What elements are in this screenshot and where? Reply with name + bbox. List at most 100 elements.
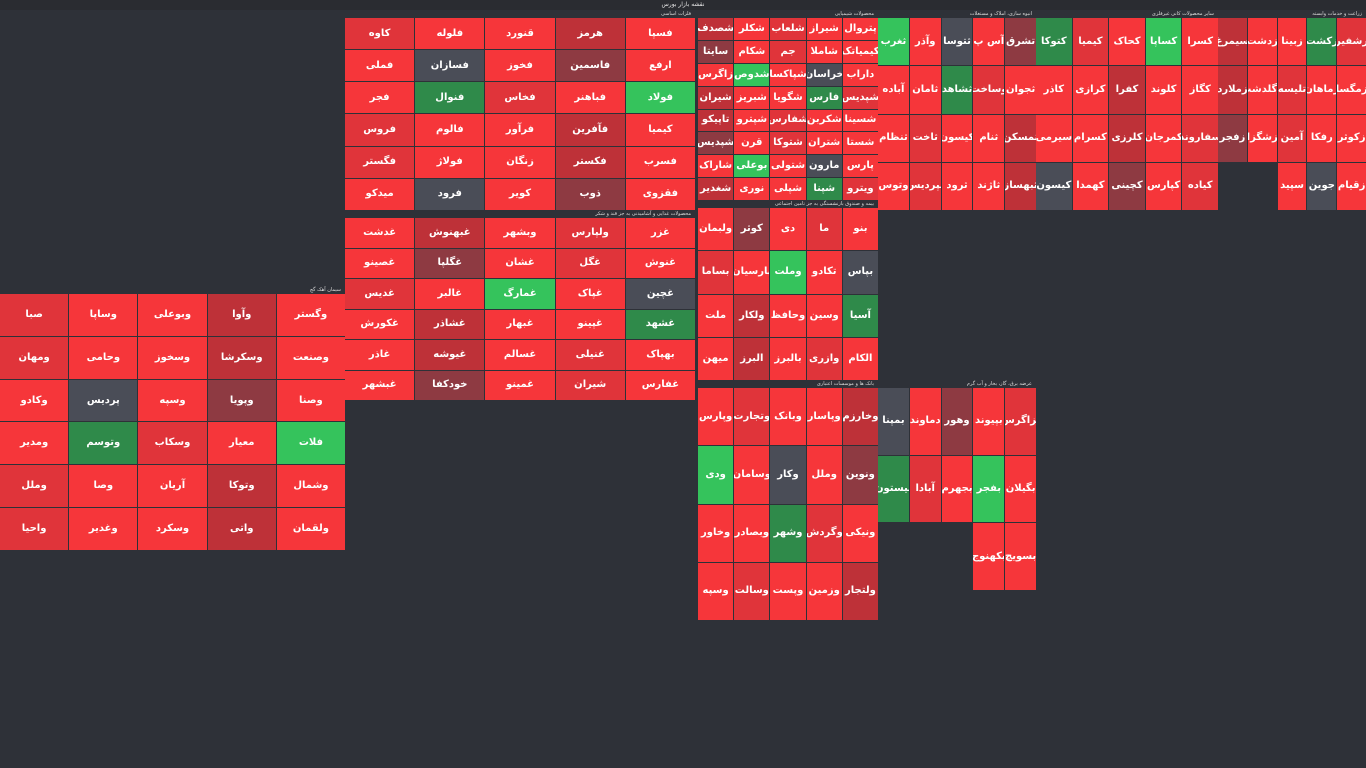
- stock-tile[interactable]: شتران: [806, 132, 842, 155]
- stock-tile[interactable]: سیمرغ: [1218, 18, 1247, 66]
- stock-tile[interactable]: مارون: [806, 155, 842, 178]
- stock-tile[interactable]: کویر: [485, 178, 555, 210]
- stock-tile[interactable]: فباهنر: [555, 82, 625, 114]
- stock-tile[interactable]: کسرا: [1182, 18, 1218, 66]
- stock-tile[interactable]: بگیلان: [1005, 455, 1036, 523]
- stock-tile[interactable]: ذوب: [555, 178, 625, 210]
- stock-tile[interactable]: وسالت: [734, 562, 770, 620]
- stock-tile[interactable]: فسازان: [415, 50, 485, 82]
- stock-tile[interactable]: بهپاک: [625, 340, 695, 370]
- stock-tile[interactable]: زکوثر: [1337, 114, 1366, 162]
- stock-tile[interactable]: کاوه: [345, 18, 415, 50]
- stock-tile[interactable]: خودکفا: [415, 370, 485, 400]
- stock-tile[interactable]: ثرود: [941, 162, 973, 210]
- stock-tile[interactable]: غزر: [625, 218, 695, 248]
- stock-tile[interactable]: وصنا: [276, 379, 345, 422]
- stock-tile[interactable]: دماوند: [909, 388, 941, 455]
- stock-tile[interactable]: فخاس: [485, 82, 555, 114]
- stock-tile[interactable]: فلات: [276, 422, 345, 465]
- stock-tile[interactable]: زقیام: [1337, 162, 1366, 210]
- stock-tile[interactable]: وشهر: [770, 504, 806, 562]
- stock-tile[interactable]: زشگزا: [1247, 114, 1277, 162]
- stock-tile[interactable]: ولکار: [734, 294, 770, 337]
- stock-tile[interactable]: جم: [770, 40, 806, 63]
- stock-tile[interactable]: وغدیر: [69, 508, 138, 550]
- stock-tile[interactable]: تاپیکو: [698, 109, 734, 132]
- stock-tile[interactable]: وسکاب: [138, 422, 207, 465]
- stock-tile[interactable]: کحاک: [1109, 18, 1145, 66]
- stock-tile[interactable]: ثاژند: [973, 162, 1005, 210]
- stock-tile[interactable]: کچینی: [1109, 162, 1145, 210]
- stock-tile[interactable]: ولپارس: [555, 218, 625, 248]
- stock-tile[interactable]: شیران: [555, 370, 625, 400]
- stock-tile[interactable]: فولاد: [625, 82, 695, 114]
- stock-tile[interactable]: ومهان: [0, 336, 69, 379]
- stock-tile[interactable]: شکام: [734, 40, 770, 63]
- stock-tile[interactable]: شکلر: [734, 18, 770, 40]
- stock-tile[interactable]: شپاکسا: [770, 63, 806, 86]
- stock-tile[interactable]: کیاده: [1182, 162, 1218, 210]
- stock-tile[interactable]: پارسیان: [734, 251, 770, 294]
- stock-tile[interactable]: کیسون: [941, 114, 973, 162]
- stock-tile[interactable]: ونیکی: [842, 504, 878, 562]
- stock-tile[interactable]: وکار: [770, 446, 806, 504]
- stock-tile[interactable]: بیستون: [878, 455, 909, 523]
- stock-tile[interactable]: سفاروند: [1182, 114, 1218, 162]
- stock-tile[interactable]: کلرزی: [1109, 114, 1145, 162]
- stock-tile[interactable]: وملل: [0, 465, 69, 508]
- stock-tile[interactable]: آسیا: [842, 294, 878, 337]
- stock-tile[interactable]: وتوسم: [69, 422, 138, 465]
- stock-tile[interactable]: جوین: [1307, 162, 1337, 210]
- stock-tile[interactable]: داراب: [842, 63, 878, 86]
- stock-tile[interactable]: آباده: [878, 66, 909, 114]
- stock-tile[interactable]: واتی: [207, 508, 276, 550]
- stock-tile[interactable]: ثنظام: [878, 114, 909, 162]
- stock-tile[interactable]: وحافظ: [770, 294, 806, 337]
- stock-tile[interactable]: وپارس: [698, 388, 734, 446]
- stock-tile[interactable]: غبهار: [485, 309, 555, 339]
- stock-tile[interactable]: سیرمی: [1036, 114, 1072, 162]
- stock-tile[interactable]: بسویچ: [1005, 523, 1036, 590]
- stock-tile[interactable]: وپویا: [207, 379, 276, 422]
- stock-tile[interactable]: بکهنوج: [973, 523, 1005, 590]
- stock-tile[interactable]: زکشت: [1307, 18, 1337, 66]
- stock-tile[interactable]: غگلپا: [415, 248, 485, 278]
- stock-tile[interactable]: هرمز: [555, 18, 625, 50]
- stock-tile[interactable]: فروس: [345, 114, 415, 146]
- stock-tile[interactable]: زاگرس: [698, 63, 734, 86]
- stock-tile[interactable]: ویترو: [842, 178, 878, 200]
- stock-tile[interactable]: فکستر: [555, 146, 625, 178]
- stock-tile[interactable]: شپنا: [806, 178, 842, 200]
- stock-tile[interactable]: پارس: [842, 155, 878, 178]
- stock-tile[interactable]: نوری: [734, 178, 770, 200]
- stock-tile[interactable]: شتوکا: [770, 132, 806, 155]
- stock-tile[interactable]: کساپا: [1145, 18, 1182, 66]
- stock-tile[interactable]: ثامان: [909, 66, 941, 114]
- stock-tile[interactable]: فجر: [345, 82, 415, 114]
- stock-tile[interactable]: فارس: [806, 86, 842, 109]
- stock-tile[interactable]: وتوکا: [207, 465, 276, 508]
- stock-tile[interactable]: ولتجار: [842, 562, 878, 620]
- stock-tile[interactable]: فآفرین: [555, 114, 625, 146]
- stock-tile[interactable]: آبادا: [909, 455, 941, 523]
- stock-tile[interactable]: غیوشه: [415, 340, 485, 370]
- stock-tile[interactable]: غمارگ: [485, 279, 555, 309]
- stock-tile[interactable]: ملت: [698, 294, 734, 337]
- stock-tile[interactable]: شپدیس: [698, 132, 734, 155]
- stock-tile[interactable]: آس پ: [973, 18, 1005, 66]
- stock-tile[interactable]: خراسان: [806, 63, 842, 86]
- stock-tile[interactable]: وسکرشا: [207, 336, 276, 379]
- stock-tile[interactable]: غپاک: [555, 279, 625, 309]
- stock-tile[interactable]: وکادو: [0, 379, 69, 422]
- stock-tile[interactable]: غپینو: [555, 309, 625, 339]
- stock-tile[interactable]: شیران: [698, 86, 734, 109]
- stock-tile[interactable]: بجهرم: [941, 455, 973, 523]
- stock-tile[interactable]: ثنام: [973, 114, 1005, 162]
- stock-tile[interactable]: بالبرز: [770, 337, 806, 380]
- stock-tile[interactable]: فرآور: [485, 114, 555, 146]
- stock-tile[interactable]: ولبمان: [698, 208, 734, 251]
- stock-tile[interactable]: غشاذر: [415, 309, 485, 339]
- stock-tile[interactable]: ثتوسا: [941, 18, 973, 66]
- stock-tile[interactable]: تشرق: [1005, 18, 1036, 66]
- stock-tile[interactable]: غبشهر: [345, 370, 415, 400]
